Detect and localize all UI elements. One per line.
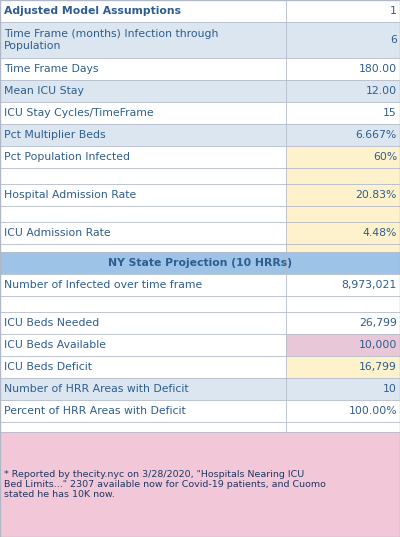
Text: Mean ICU Stay: Mean ICU Stay [4,86,84,96]
Bar [286,102,400,124]
Text: 60%: 60% [373,152,397,162]
Text: Time Frame Days: Time Frame Days [4,64,98,74]
Bar [286,222,400,244]
Bar [0,244,286,252]
Text: * Reported by thecity.nyc on 3/28/2020, "Hospitals Nearing ICU
Bed Limits..." 23: * Reported by thecity.nyc on 3/28/2020, … [4,469,326,499]
Text: 6: 6 [390,35,397,45]
Bar [0,22,286,58]
Bar [286,80,400,102]
Text: 20.83%: 20.83% [356,190,397,200]
Text: Number of Infected over time frame: Number of Infected over time frame [4,280,202,290]
Bar [286,274,400,296]
Text: Pct Population Infected: Pct Population Infected [4,152,130,162]
Bar [286,22,400,58]
Bar [0,334,286,356]
Bar [0,58,286,80]
Bar [286,356,400,378]
Text: ICU Beds Deficit: ICU Beds Deficit [4,362,92,372]
Bar [0,422,286,432]
Text: ICU Admission Rate: ICU Admission Rate [4,228,111,238]
Bar [286,422,400,432]
Bar [0,222,286,244]
Bar [0,184,286,206]
Bar [0,356,286,378]
Text: Pct Multiplier Beds: Pct Multiplier Beds [4,130,106,140]
Bar [286,168,400,184]
Text: NY State Projection (10 HRRs): NY State Projection (10 HRRs) [108,258,292,268]
Text: 10: 10 [383,384,397,394]
Bar [0,400,286,422]
Bar [286,244,400,252]
Bar [0,168,286,184]
Bar [0,274,286,296]
Text: 15: 15 [383,108,397,118]
Bar [0,102,286,124]
Bar [286,146,400,168]
Bar [286,206,400,222]
Text: Time Frame (months) Infection through
Population: Time Frame (months) Infection through Po… [4,29,218,51]
Bar [286,184,400,206]
Bar [0,0,286,22]
Text: 180.00: 180.00 [359,64,397,74]
Bar [286,312,400,334]
Text: 12.00: 12.00 [366,86,397,96]
Text: 16,799: 16,799 [359,362,397,372]
Bar [286,58,400,80]
Bar [0,124,286,146]
Text: Number of HRR Areas with Deficit: Number of HRR Areas with Deficit [4,384,189,394]
Bar [286,334,400,356]
Text: 6.667%: 6.667% [356,130,397,140]
Text: Adjusted Model Assumptions: Adjusted Model Assumptions [4,6,181,16]
Text: 26,799: 26,799 [359,318,397,328]
Bar [0,312,286,334]
Bar [0,206,286,222]
Bar [0,252,286,274]
Bar [0,80,286,102]
Bar [286,400,400,422]
Bar [0,146,286,168]
Bar [286,296,400,312]
Bar [286,124,400,146]
Text: ICU Beds Needed: ICU Beds Needed [4,318,99,328]
Text: Percent of HRR Areas with Deficit: Percent of HRR Areas with Deficit [4,406,186,416]
Text: ICU Stay Cycles/TimeFrame: ICU Stay Cycles/TimeFrame [4,108,154,118]
Bar [0,378,286,400]
Text: 8,973,021: 8,973,021 [342,280,397,290]
Bar [286,378,400,400]
Bar [0,296,286,312]
Bar [286,0,400,22]
Text: 10,000: 10,000 [359,340,397,350]
Text: 4.48%: 4.48% [363,228,397,238]
Text: ICU Beds Available: ICU Beds Available [4,340,106,350]
Bar [286,252,400,274]
Text: Hospital Admission Rate: Hospital Admission Rate [4,190,136,200]
Text: 1: 1 [390,6,397,16]
Bar [0,432,400,537]
Text: 100.00%: 100.00% [348,406,397,416]
